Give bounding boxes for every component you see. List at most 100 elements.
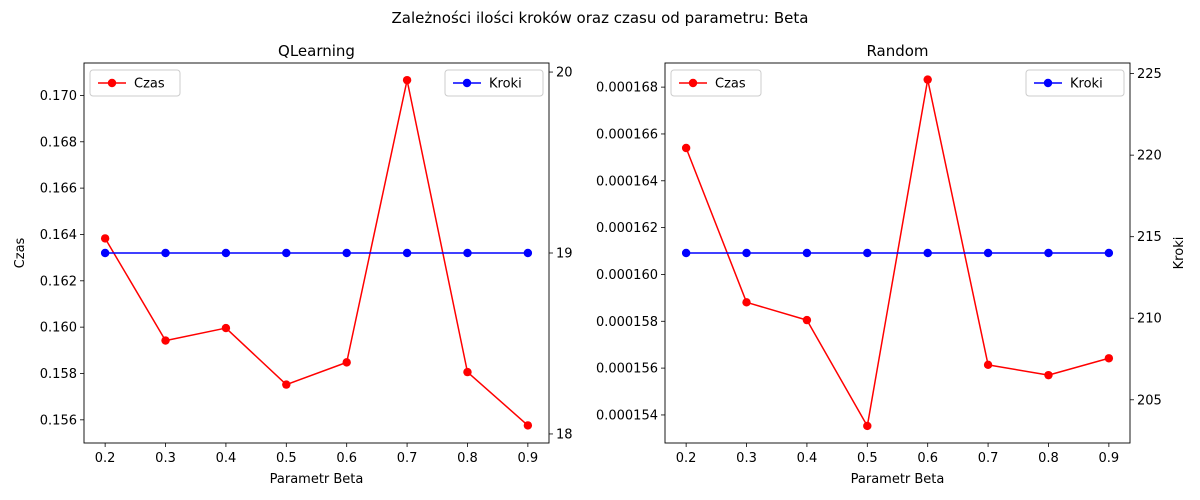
data-point-kroki [802,248,812,258]
data-point-czas [221,323,231,333]
legend-marker [688,78,698,88]
subplot-qlearning: QLearning 0.2 0.3 0.4 0.5 0.6 0.7 0.8 0.9 Paramet… [13,42,573,487]
data-point-czas [681,143,691,153]
data-point-kroki [681,248,691,258]
y-tick-label: 0.168 [40,135,77,150]
legend-box [1025,69,1125,97]
y-tick-label: 0.156 [40,413,77,428]
data-point-czas [282,380,291,389]
y-tick-label: 0.166 [40,182,77,197]
y2-tick-label: 225 [1137,67,1162,82]
legend-label: Kroki [489,77,522,92]
x-tick-label: 0.2 [95,451,116,466]
data-point-czas [742,298,751,307]
data-point-kroki [402,248,412,258]
y-tick-label: 0.000166 [596,127,658,142]
data-point-czas [1044,370,1053,380]
y2-axis-label: Kroki [1172,237,1187,270]
data-point-kroki [983,248,993,258]
data-point-czas [863,421,872,431]
data-point-kroki [863,248,872,258]
data-point-czas [1104,354,1114,363]
y-tick-label: 0.158 [40,367,77,382]
y2-tick-label: 220 [1137,149,1162,164]
x-tick-label: 0.4 [216,451,237,466]
legend-kroki: Kroki [1025,69,1125,97]
series-line-czas [104,79,529,426]
data-point-kroki [342,248,351,258]
y-tick-label: 0.000168 [596,81,658,96]
y2-tick-label: 18 [556,427,573,442]
y2-tick-label: 210 [1137,312,1162,327]
legend-marker [462,78,472,88]
y-tick-label: 0.162 [40,274,77,289]
data-point-czas [161,336,170,345]
data-point-kroki [1104,248,1114,258]
x-tick-label: 0.6 [917,451,938,466]
x-tick-label: 0.7 [978,451,999,466]
x-tick-label: 0.9 [518,451,539,466]
data-point-czas [923,75,932,84]
legend-marker [1043,78,1053,88]
data-point-kroki [523,248,533,258]
figure-suptitle: Zależności ilości kroków oraz czasu od p… [392,9,809,27]
y-tick-label: 0.000164 [596,174,658,189]
y-axis-label: Czas [13,237,28,268]
y-tick-label: 0.160 [40,321,77,336]
y-tick-label: 0.000160 [596,268,658,283]
data-point-kroki [742,248,751,258]
legend-kroki: Kroki [444,69,544,97]
x-tick-label: 0.4 [797,451,818,466]
plot-frame [664,62,1131,444]
data-point-czas [342,358,351,367]
y2-tick-label: 205 [1137,393,1162,408]
plot-frame [83,62,550,444]
x-tick-label: 0.9 [1099,451,1120,466]
legend-label: Czas [715,77,746,92]
y-tick-label: 0.170 [40,89,77,104]
data-point-czas [523,421,533,430]
x-tick-label: 0.7 [397,451,418,466]
y-tick-label: 0.000162 [596,221,658,236]
y2-tick-label: 215 [1137,230,1162,245]
y2-tick-label: 20 [556,66,573,81]
x-tick-label: 0.5 [276,451,297,466]
data-point-kroki [161,248,170,258]
legend-czas: Czas [89,69,181,97]
legend-czas: Czas [670,69,762,97]
y-tick-label: 0.164 [40,228,77,243]
x-axis-label: Parametr Beta [851,472,945,487]
x-tick-label: 0.2 [676,451,697,466]
data-point-kroki [923,248,932,258]
legend-label: Kroki [1070,77,1103,92]
data-point-czas [402,75,412,85]
x-tick-label: 0.3 [155,451,176,466]
data-point-czas [463,367,472,377]
data-point-czas [100,234,110,243]
y-tick-label: 0.000158 [596,315,658,330]
legend-box [89,69,181,97]
x-tick-label: 0.5 [857,451,878,466]
legend-marker [107,78,117,88]
legend-label: Czas [134,77,165,92]
x-tick-label: 0.3 [736,451,757,466]
data-point-kroki [463,248,472,258]
subplot-title: Random [866,42,928,60]
subplot-title: QLearning [278,42,355,60]
x-tick-label: 0.8 [457,451,478,466]
legend-box [670,69,762,97]
data-point-kroki [1044,248,1053,258]
data-point-czas [802,315,812,325]
data-point-czas [983,360,993,370]
y-tick-label: 0.000154 [596,408,658,423]
data-point-kroki [100,248,110,258]
x-axis-label: Parametr Beta [270,472,364,487]
x-tick-label: 0.6 [336,451,357,466]
y2-tick-label: 19 [556,247,573,262]
y-tick-label: 0.000156 [596,362,658,377]
x-tick-label: 0.8 [1038,451,1059,466]
data-point-kroki [282,248,291,258]
subplot-random: Random 0.2 0.3 0.4 0.5 0.6 0.7 0.8 0.9 Parametr B… [596,42,1187,487]
legend-box [444,69,544,97]
